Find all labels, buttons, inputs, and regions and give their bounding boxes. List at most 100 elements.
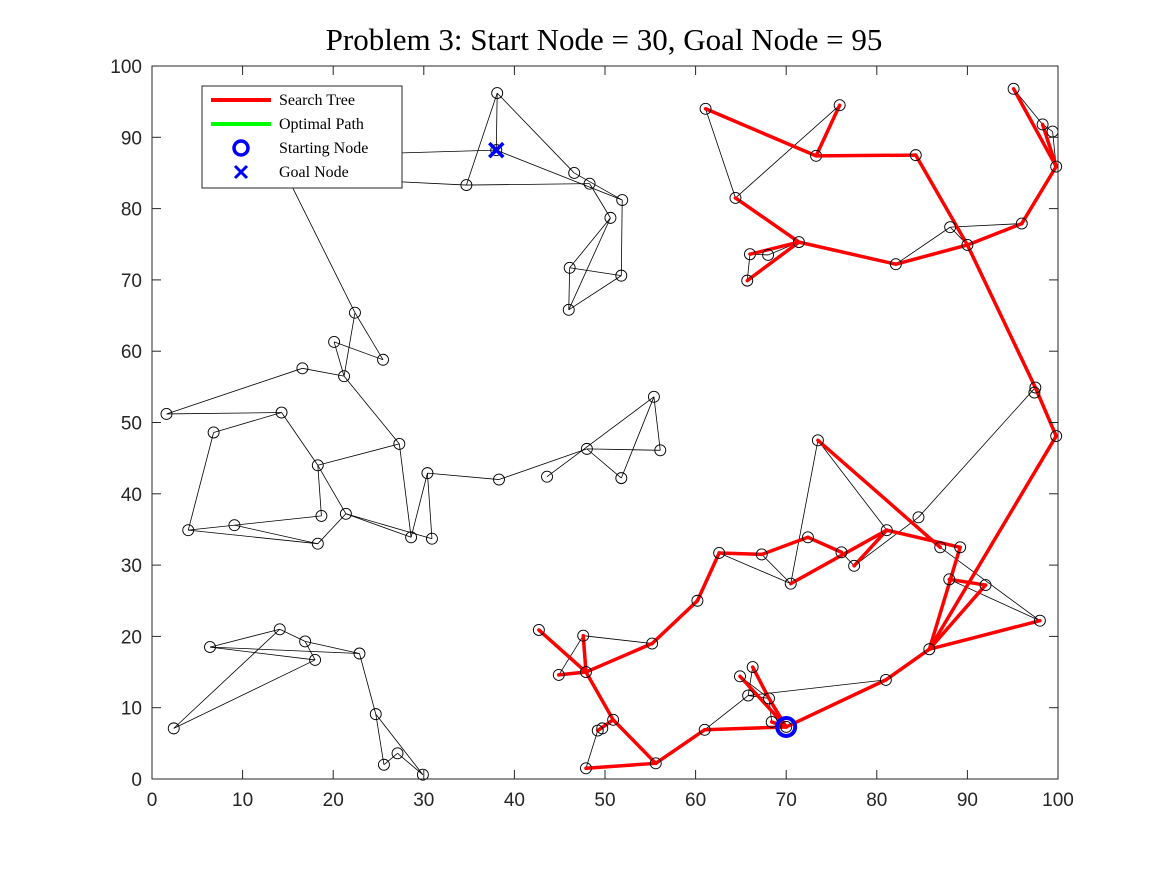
- graph-edge: [735, 104, 840, 199]
- search-tree-edge: [814, 153, 918, 158]
- graph-node: [204, 641, 216, 654]
- graph-node: [338, 370, 351, 383]
- graph-edge: [620, 200, 623, 276]
- search-tree-edge: [885, 528, 962, 550]
- graph-edge: [188, 515, 322, 531]
- legend-search-tree-label: Search Tree: [279, 92, 355, 109]
- search-tree-edge: [816, 438, 942, 550]
- graph-node: [780, 721, 793, 733]
- graph-node: [596, 722, 609, 735]
- search-tree-edge: [733, 196, 801, 244]
- graph-edge: [317, 443, 400, 466]
- graph-node: [792, 236, 805, 249]
- graph-node: [647, 390, 660, 403]
- graph-edge: [333, 341, 384, 361]
- y-tick-label: 50: [121, 414, 142, 435]
- y-tick-label: 30: [121, 556, 142, 577]
- graph-edge: [173, 659, 316, 729]
- graph-node: [1036, 118, 1049, 131]
- graph-node: [353, 647, 366, 660]
- graph-node: [713, 547, 726, 559]
- graph-edge: [280, 163, 356, 313]
- graph-edge: [234, 524, 318, 545]
- search-tree-edge: [927, 618, 1042, 651]
- marker-layer: [488, 141, 798, 738]
- graph-node: [377, 353, 389, 366]
- graph-edge: [568, 275, 622, 311]
- legend-starting-node-swatch: [232, 139, 250, 157]
- graph-node: [568, 166, 581, 179]
- search-tree-edge: [784, 678, 888, 729]
- graph-edge: [410, 473, 428, 538]
- graph-node: [848, 559, 861, 572]
- graph-node: [580, 442, 593, 455]
- search-tree-edge: [745, 240, 801, 283]
- search-tree-edge: [703, 107, 818, 158]
- x-tick-label: 0: [147, 790, 158, 811]
- graph-edge: [558, 635, 584, 676]
- graph-node: [339, 507, 352, 520]
- graph-node: [491, 87, 504, 100]
- graph-edge: [569, 217, 611, 269]
- graph-node: [405, 531, 418, 544]
- search-tree-edge: [581, 633, 588, 674]
- graph-node: [421, 467, 434, 480]
- graph-edge: [718, 552, 791, 585]
- graph-edge: [918, 387, 1036, 518]
- search-tree-edge: [806, 535, 844, 555]
- y-tick-label: 100: [110, 57, 142, 78]
- graph-node: [391, 747, 404, 760]
- x-tick-label: 80: [866, 790, 887, 811]
- graph-edge: [853, 517, 919, 567]
- search-tree-edge: [914, 153, 970, 247]
- graph-edge: [213, 412, 282, 433]
- graph-edge: [359, 653, 377, 715]
- graph-edge: [495, 93, 498, 151]
- graph-node: [377, 758, 390, 771]
- graph-node: [541, 470, 553, 483]
- graph-node: [698, 723, 711, 736]
- graph-node: [369, 708, 382, 721]
- graph-node: [493, 473, 505, 486]
- graph-node: [880, 524, 893, 537]
- graph-edge: [586, 448, 622, 479]
- search-tree-edge: [748, 240, 801, 256]
- graph-edge: [375, 713, 424, 775]
- graph-node: [296, 362, 309, 375]
- graph-node: [762, 248, 775, 261]
- graph-edge: [496, 92, 575, 174]
- search-tree-edge: [537, 628, 588, 674]
- graph-node: [912, 511, 925, 524]
- y-tick-label: 70: [121, 271, 142, 292]
- graph-node: [1050, 160, 1063, 173]
- search-tree-edge: [965, 221, 1024, 247]
- graph-node: [744, 248, 756, 261]
- search-tree-edge: [852, 528, 889, 568]
- graph-edge: [354, 312, 384, 360]
- graph-edge: [317, 465, 322, 516]
- graph-node: [954, 541, 967, 554]
- graph-node: [961, 239, 974, 251]
- search-tree-edge: [584, 670, 615, 722]
- goal-node-marker: [488, 141, 505, 159]
- search-tree-edge: [759, 535, 810, 557]
- graph-node: [889, 258, 902, 271]
- graph-node: [763, 692, 775, 705]
- graph-edge: [620, 396, 655, 479]
- graph-edge: [398, 443, 412, 538]
- search-tree-edge: [717, 551, 764, 557]
- search-tree-edge: [814, 103, 842, 158]
- graph-node: [273, 623, 286, 636]
- search-tree-edge: [1011, 87, 1058, 169]
- search-tree-edge: [965, 243, 1038, 390]
- legend: Search Tree Optimal Path Starting Node G…: [201, 85, 403, 189]
- graph-edge: [209, 646, 316, 661]
- graph-edge: [427, 473, 433, 539]
- graph-edge: [568, 217, 611, 311]
- graph-node: [1028, 386, 1041, 399]
- graph-node: [311, 537, 324, 550]
- graph-edge: [498, 448, 588, 480]
- graph-node: [426, 532, 438, 545]
- graph-node: [801, 531, 814, 544]
- search-tree-edge: [927, 545, 962, 651]
